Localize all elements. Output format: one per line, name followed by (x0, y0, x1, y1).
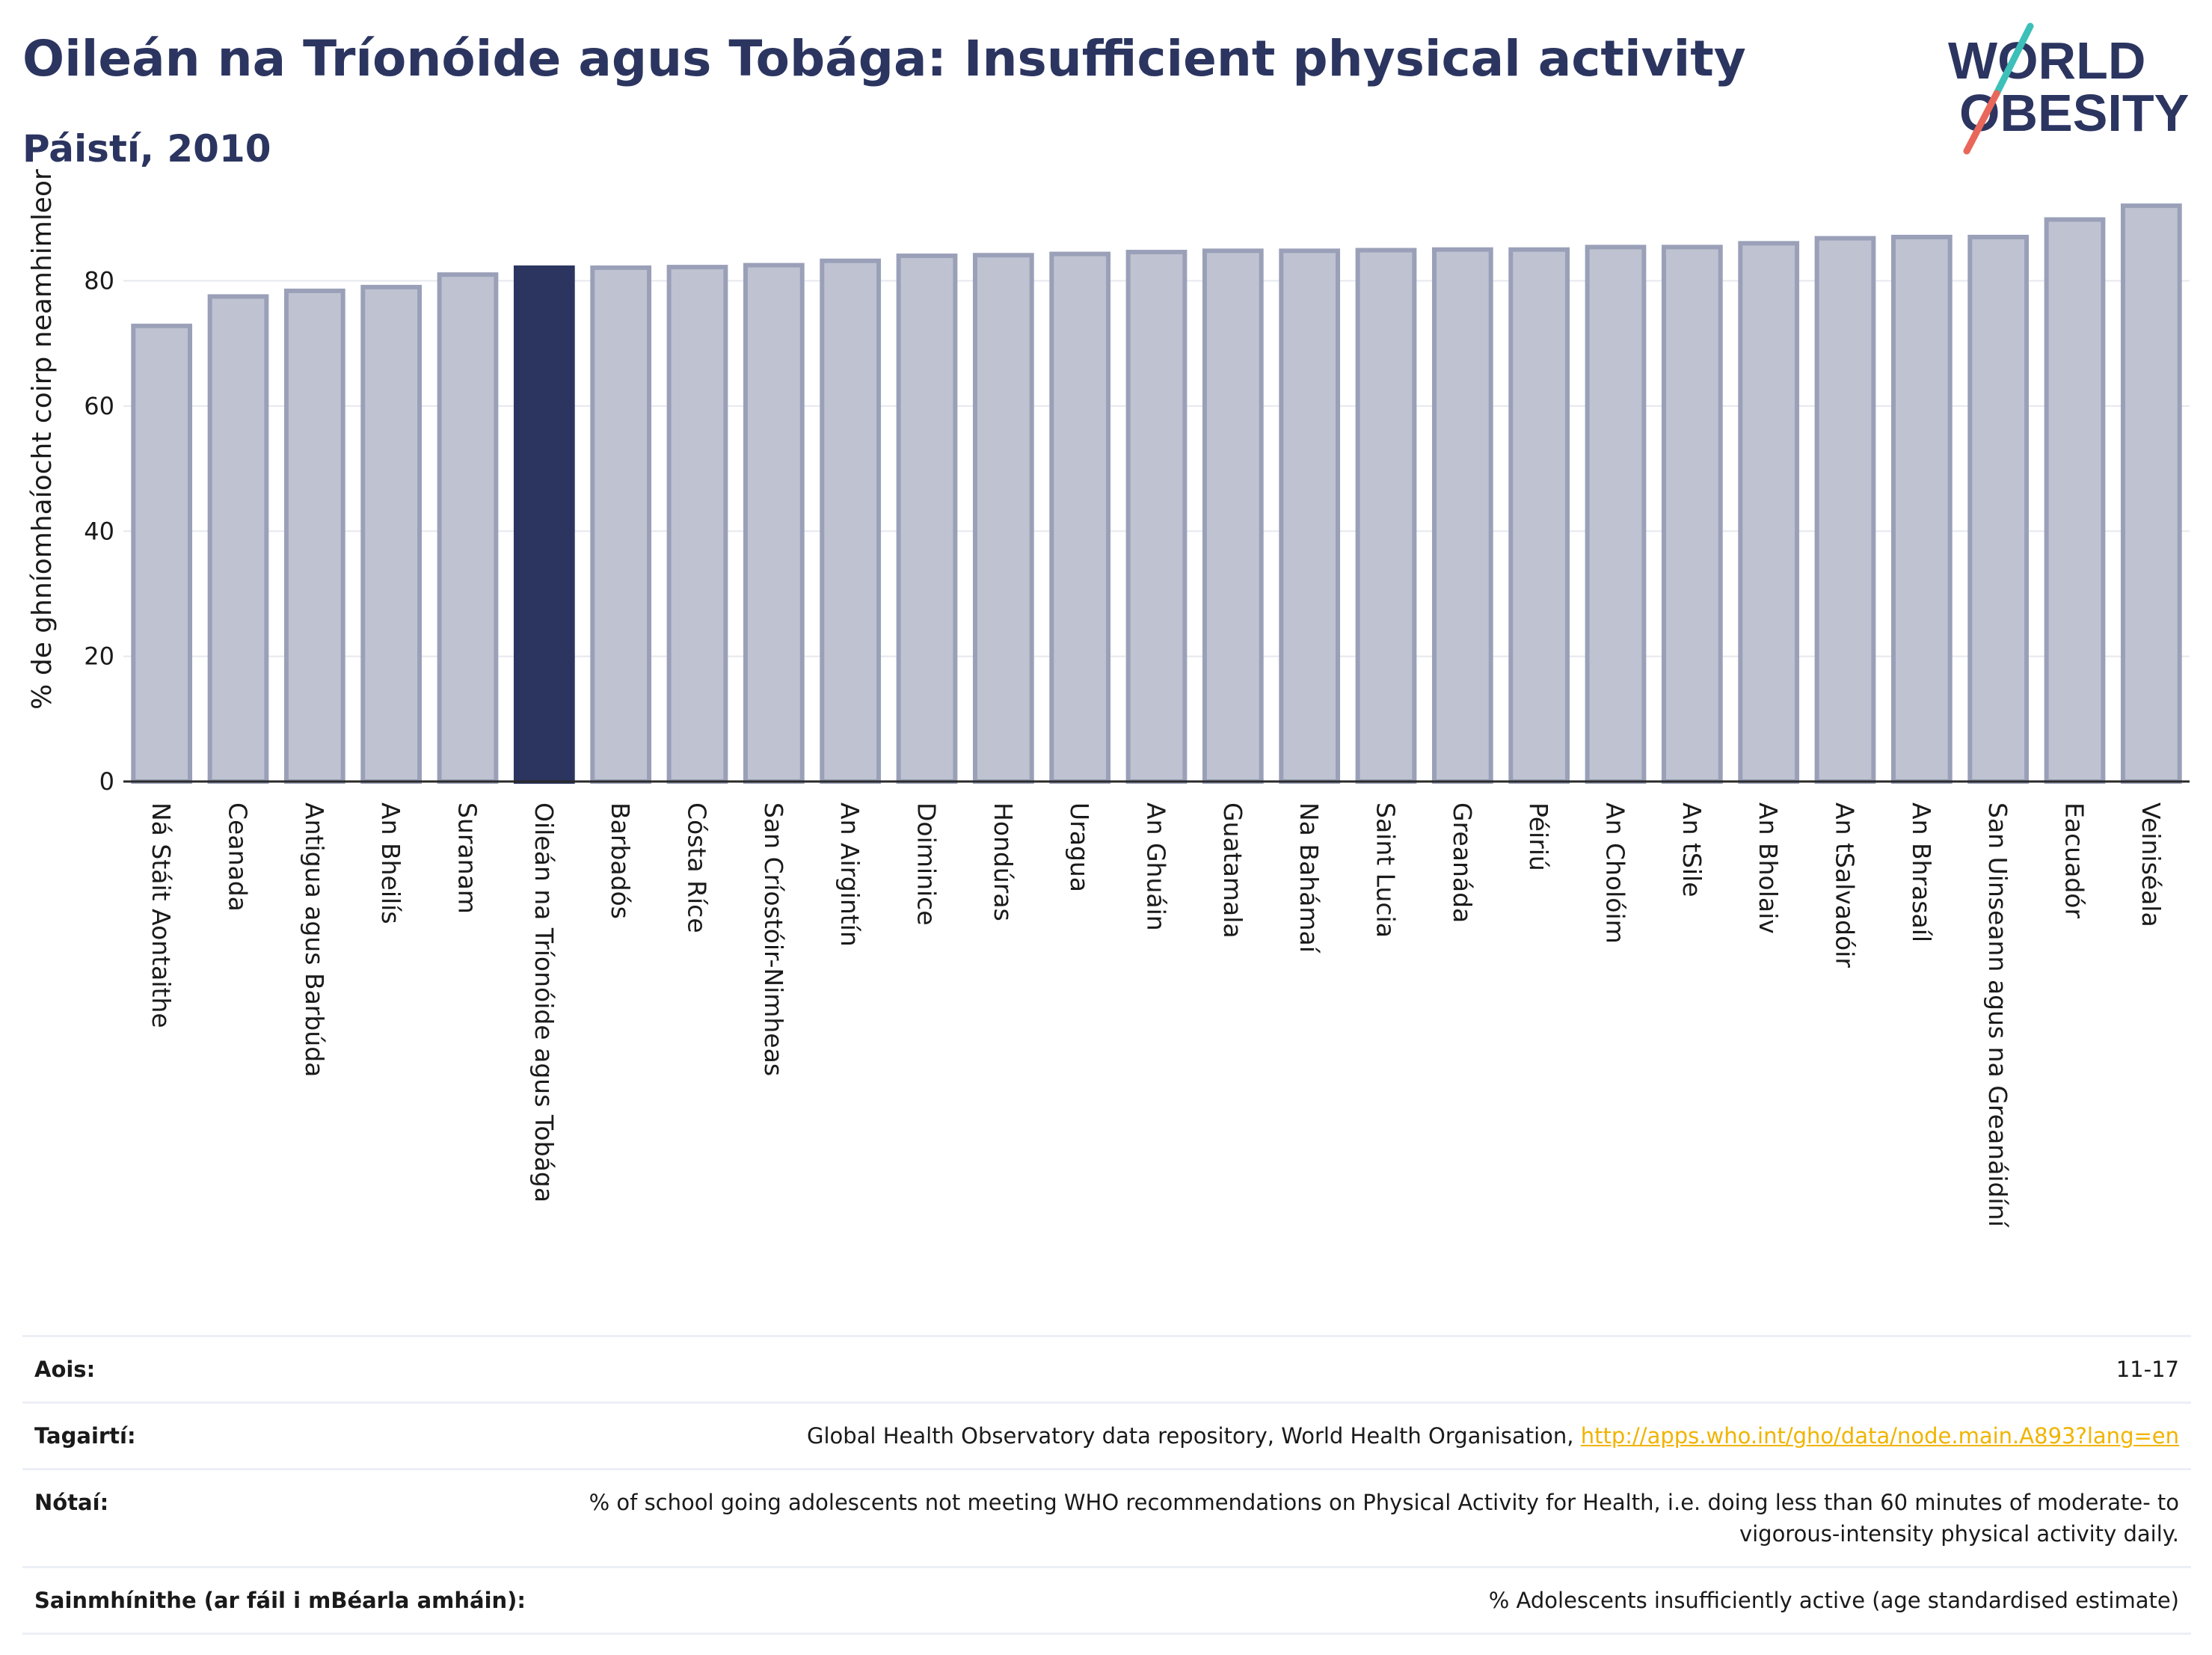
bar (131, 323, 193, 784)
bar (1279, 248, 1341, 784)
x-tick-label: Péiriú (1524, 802, 1553, 871)
bar (1738, 241, 1800, 784)
bar (2044, 217, 2106, 784)
info-row-notes: Nótaí: % of school going adolescents not… (22, 1469, 2191, 1568)
bar (2120, 203, 2182, 784)
bar (896, 254, 958, 784)
y-tick-label: 40 (84, 517, 114, 545)
bar (1431, 247, 1493, 784)
info-value-cell: Global Health Observatory data repositor… (570, 1403, 2191, 1470)
x-tick-label: An Bheilís (376, 802, 405, 924)
bar (820, 258, 882, 784)
bar (1049, 251, 1111, 784)
bar (743, 262, 805, 784)
x-tick-label: Barbadós (606, 802, 635, 919)
x-tick-label: San Críostóir-Nimheas (759, 802, 788, 1076)
x-tick-label: An Cholóim (1601, 802, 1630, 944)
logo-slash-bottom (1963, 90, 2000, 155)
logo-line-1: WORLD (1948, 31, 2145, 90)
bar (1890, 234, 1953, 784)
bar (1585, 245, 1647, 784)
x-tick-label: Na Bahámaí (1294, 802, 1324, 954)
x-tick-label: Cósta Ríce (683, 802, 712, 933)
bar (283, 288, 345, 784)
bar (1355, 248, 1417, 784)
x-tick-label: An Bholaiv (1754, 802, 1783, 934)
info-key: Sainmhínithe (ar fáil i mBéarla amháin): (34, 1588, 526, 1613)
y-tick-label: 0 (99, 767, 114, 796)
bar (1661, 245, 1723, 784)
bar (1202, 248, 1264, 784)
logo-slash-top (1993, 22, 2034, 97)
bar-chart: 0 20 40 60 80 % de ghníomhaíocht coirp neamhi… (27, 169, 2190, 1229)
x-tick-label: Eacuadór (2060, 802, 2089, 918)
info-value: 11-17 (2116, 1357, 2179, 1382)
bar (1508, 247, 1570, 784)
bar (360, 284, 423, 784)
bar (1967, 234, 2030, 784)
x-tick-label: Ná Stáit Aontaithe (147, 802, 176, 1028)
info-row-references: Tagairtí: Global Health Observatory data… (22, 1402, 2191, 1470)
x-tick-label: Saint Lucia (1371, 802, 1401, 938)
bar (1814, 236, 1876, 784)
info-value: % Adolescents insufficiently active (age… (1488, 1588, 2179, 1613)
info-key: Nótaí: (34, 1490, 109, 1515)
chart-title: Oileán na Tríonóide agus Tobága: Insuffi… (22, 30, 1746, 87)
chart-subtitle: Páistí, 2010 (22, 127, 271, 171)
bar (590, 265, 652, 784)
bar (666, 265, 728, 784)
info-value: % of school going adolescents not meetin… (589, 1490, 2179, 1547)
x-tick-label: Veiniséala (2136, 802, 2166, 927)
x-tick-label: Doiminice (912, 802, 941, 926)
x-tick-label: An Bhrasaíl (1907, 802, 1936, 942)
bar (972, 253, 1034, 784)
x-tick-label: An tSile (1677, 802, 1706, 897)
info-row-age: Aois: 11-17 (22, 1336, 2191, 1403)
y-tick-label: 80 (84, 267, 114, 295)
x-tick-label: Oileán na Tríonóide agus Tobága (529, 802, 559, 1203)
x-tick-label: An tSalvadóir (1831, 802, 1860, 968)
info-key: Aois: (34, 1357, 96, 1382)
bar (1125, 250, 1188, 784)
x-tick-label: Guatamala (1218, 802, 1247, 939)
y-tick-label: 60 (84, 392, 114, 420)
info-table: Aois: 11-17 Tagairtí: Global Health Obse… (22, 1335, 2191, 1635)
x-tick-label: Uragua (1065, 802, 1094, 892)
x-tick-label: Suranam (453, 802, 482, 914)
world-obesity-logo: WORLD OBESITY (1948, 22, 2189, 155)
reference-link[interactable]: http://apps.who.int/gho/data/node.main.A… (1580, 1423, 2179, 1449)
info-row-definitions: Sainmhínithe (ar fáil i mBéarla amháin):… (22, 1567, 2191, 1634)
bar (207, 294, 269, 784)
x-tick-label: Ceanada (224, 802, 253, 912)
x-tick-label: An Ghuáin (1142, 802, 1171, 931)
bar (437, 272, 499, 784)
x-tick-label: Greanáda (1448, 802, 1477, 923)
x-tick-label: Antigua agus Barbúda (300, 802, 329, 1077)
x-tick-label: San Uinseann agus na Greanáidíní (1983, 802, 2012, 1229)
x-tick-label: An Airgintín (835, 802, 864, 947)
y-tick-label: 20 (84, 642, 114, 671)
x-tick-label: Hondúras (989, 802, 1018, 921)
info-value: Global Health Observatory data repositor… (806, 1423, 1581, 1449)
y-axis-title: % de ghníomhaíocht coirp neamhimleor (27, 169, 58, 710)
bar-highlighted (513, 265, 575, 784)
info-key: Tagairtí: (34, 1423, 136, 1449)
